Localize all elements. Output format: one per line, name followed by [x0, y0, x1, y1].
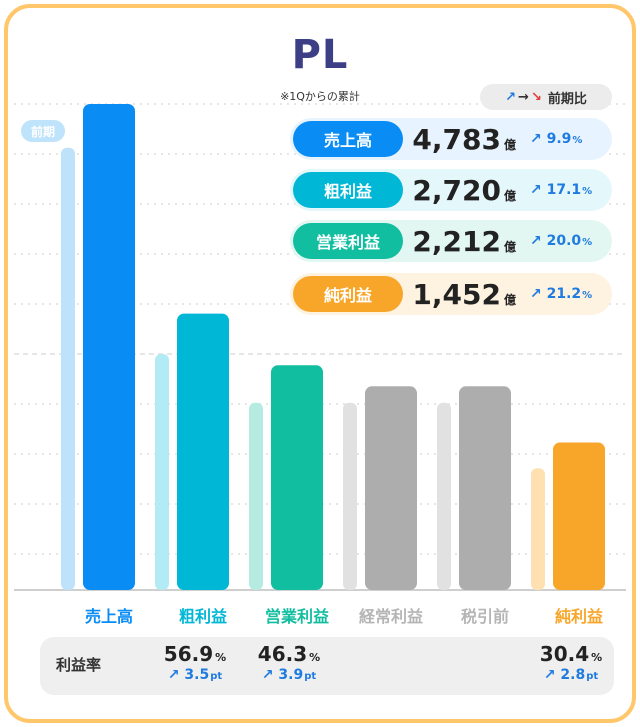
margin-panel	[40, 637, 614, 695]
bar-current-2	[271, 365, 323, 590]
kpi-change: ↗ 20.0%	[530, 233, 592, 249]
margin-value: 46.3	[257, 642, 308, 666]
kpi-value: 2,720	[412, 173, 501, 207]
kpi-unit: 億	[504, 239, 517, 254]
chart-title: PL	[291, 32, 349, 78]
kpi-value: 4,783	[412, 122, 501, 156]
x-tick-label: 経常利益	[358, 607, 423, 626]
arrow-up-icon: ↗	[530, 131, 542, 147]
arrow-up-icon: ↗	[530, 286, 542, 302]
kpi-label: 純利益	[293, 276, 403, 312]
kpi-change: ↗ 21.2%	[530, 286, 592, 302]
kpi-row: 純利益 1,452 億 ↗ 21.2%	[290, 273, 612, 315]
change-legend-label: 前期比	[547, 91, 587, 107]
kpi-row: 売上高 4,783 億 ↗ 9.9%	[290, 118, 612, 160]
margin-change: 3.5	[184, 667, 210, 683]
arrow-up-icon: ↗	[261, 667, 274, 683]
margin-item-operating: 46.3% ↗ 3.9pt	[229, 642, 349, 683]
kpi-unit: 億	[504, 292, 517, 307]
margin-change: 2.8	[560, 667, 586, 683]
margin-change-unit: pt	[210, 671, 223, 682]
kpi-change-unit: %	[582, 186, 593, 197]
margin-value: 30.4	[539, 642, 590, 666]
bar-current-0	[83, 104, 135, 590]
bar-current-5	[553, 442, 605, 590]
bar-current-4	[459, 386, 511, 590]
margin-label: 利益率	[56, 656, 102, 674]
margin-item-gross: 56.9% ↗ 3.5pt	[135, 642, 255, 683]
kpi-value: 2,212	[412, 224, 501, 258]
kpi-row: 粗利益 2,720 億 ↗ 17.1%	[290, 169, 612, 211]
kpi-change-value: 20.0	[546, 233, 582, 249]
arrow-up-icon: ↗	[505, 89, 517, 105]
x-tick-label: 純利益	[554, 607, 603, 626]
arrow-down-icon: ↘	[530, 89, 542, 105]
x-tick-label: 粗利益	[178, 607, 227, 626]
chart-subtitle: ※1Qからの累計	[280, 90, 360, 103]
kpi-change: ↗ 9.9%	[530, 131, 582, 147]
arrow-up-icon: ↗	[530, 182, 542, 198]
margin-unit: %	[309, 651, 321, 664]
kpi-change-unit: %	[572, 135, 583, 146]
kpi-change-value: 17.1	[546, 182, 582, 198]
bar-previous-1	[155, 353, 169, 590]
bar-previous-3	[343, 402, 357, 590]
kpi-unit: 億	[504, 137, 517, 152]
arrow-up-icon: ↗	[543, 667, 556, 683]
bar-previous-4	[437, 402, 451, 590]
change-legend: ↗ → ↘ 前期比	[480, 84, 612, 110]
kpi-change-value: 21.2	[546, 286, 582, 302]
kpi-label: 売上高	[293, 121, 403, 157]
kpi-value: 1,452	[412, 277, 501, 311]
bar-current-1	[177, 313, 229, 590]
kpi-label: 営業利益	[293, 223, 403, 259]
kpi-label: 粗利益	[293, 172, 403, 208]
margin-item-net: 30.4% ↗ 2.8pt	[511, 642, 631, 683]
margin-unit: %	[215, 651, 227, 664]
arrow-up-icon: ↗	[167, 667, 180, 683]
bar-previous-5	[531, 468, 545, 590]
kpi-unit: 億	[504, 188, 517, 203]
margin-unit: %	[591, 651, 603, 664]
bar-previous-2	[249, 402, 263, 590]
x-tick-label: 税引前	[460, 607, 509, 626]
kpi-change-unit: %	[582, 290, 593, 301]
margin-change-unit: pt	[304, 671, 317, 682]
kpi-change-unit: %	[582, 237, 593, 248]
x-tick-label: 営業利益	[264, 607, 329, 626]
margin-value: 56.9	[163, 642, 214, 666]
bar-current-3	[365, 386, 417, 590]
margin-change: 3.9	[278, 667, 304, 683]
kpi-change: ↗ 17.1%	[530, 182, 592, 198]
arrow-right-icon: →	[518, 89, 529, 105]
previous-period-badge: 前期	[21, 120, 65, 142]
margin-change-unit: pt	[586, 671, 599, 682]
bar-previous-0	[61, 147, 75, 590]
kpi-change-value: 9.9	[546, 131, 572, 147]
kpi-row: 営業利益 2,212 億 ↗ 20.0%	[290, 220, 612, 262]
x-tick-label: 売上高	[84, 607, 133, 626]
arrow-up-icon: ↗	[530, 233, 542, 249]
